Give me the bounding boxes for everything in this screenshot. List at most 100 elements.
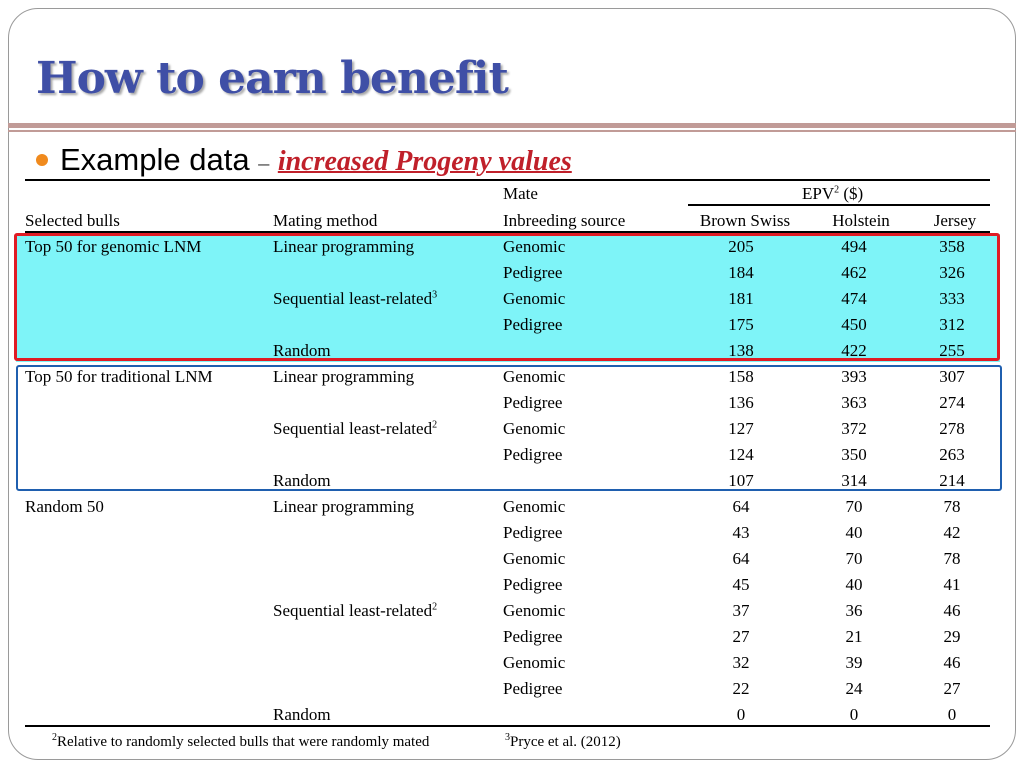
cell-brown-swiss: 64 xyxy=(732,497,750,516)
cell-mating-method: Random xyxy=(273,341,331,361)
cell-mating-method-text: Linear programming xyxy=(273,497,415,516)
cell-jersey: 46 xyxy=(943,601,961,620)
cell-selected-bulls: Top 50 for genomic LNM xyxy=(25,237,202,256)
cell-brown-swiss: 175 xyxy=(728,315,754,334)
cell-jersey: 78 xyxy=(943,497,961,516)
cell-mating-method: Linear programming xyxy=(273,237,414,257)
footnote-citation: 3Pryce et al. (2012) xyxy=(505,733,621,751)
cell-brown-swiss: 127 xyxy=(728,419,754,438)
cell-jersey: 27 xyxy=(943,679,961,698)
table-row: Pedigree 45 40 41 xyxy=(0,575,1024,601)
cell-mating-method-text: Linear programming xyxy=(273,367,415,386)
cell-jersey: 307 xyxy=(939,367,965,386)
cell-mating-method-text: Sequential least-related xyxy=(273,601,433,620)
footnote-relative: 2Relative to randomly selected bulls tha… xyxy=(52,733,429,751)
cell-selected-bulls: Top 50 for traditional LNM xyxy=(25,367,213,386)
cell-brown-swiss: 43 xyxy=(732,523,750,542)
cell-jersey: 312 xyxy=(939,315,965,334)
cell-jersey: 274 xyxy=(939,393,965,412)
cell-mating-method-text: Linear programming xyxy=(273,237,415,256)
cell-inbreeding-source: Pedigree xyxy=(503,575,563,594)
header-mate: Mate xyxy=(503,184,538,203)
footnote-citation-sup: 3 xyxy=(505,732,510,743)
footnote-citation-text: Pryce et al. (2012) xyxy=(510,734,621,750)
cell-brown-swiss: 184 xyxy=(728,263,754,282)
header-holstein: Holstein xyxy=(832,211,890,230)
cell-jersey: 326 xyxy=(939,263,965,282)
header-epv: EPV2 ($) xyxy=(802,184,863,204)
cell-holstein: 350 xyxy=(841,445,867,464)
header-epv-label: EPV xyxy=(802,184,835,203)
cell-mating-method: Linear programming xyxy=(273,367,414,387)
cell-jersey: 214 xyxy=(939,471,965,490)
cell-inbreeding-source: Genomic xyxy=(503,653,566,672)
cell-holstein: 24 xyxy=(845,679,863,698)
cell-brown-swiss: 45 xyxy=(732,575,750,594)
cell-inbreeding-source: Pedigree xyxy=(503,393,563,412)
highlight-band xyxy=(16,234,1000,362)
cell-brown-swiss: 107 xyxy=(728,471,754,490)
header-mating-method: Mating method xyxy=(273,211,378,230)
cell-holstein: 39 xyxy=(845,653,863,672)
cell-mating-method: Sequential least-related3 xyxy=(273,289,437,309)
cell-mating-method-text: Random xyxy=(273,471,331,490)
title-divider-thin xyxy=(8,130,1016,132)
subtitle-text: Example data xyxy=(60,142,250,177)
table-row: Sequential least-related2 Genomic 37 36 46 xyxy=(0,601,1024,627)
cell-holstein: 422 xyxy=(841,341,867,360)
cell-mating-method: Random xyxy=(273,471,331,491)
cell-jersey: 42 xyxy=(943,523,961,542)
cell-brown-swiss: 64 xyxy=(732,549,750,568)
cell-brown-swiss: 0 xyxy=(736,705,746,724)
genomic-group-box xyxy=(14,233,1000,361)
cell-holstein: 21 xyxy=(845,627,863,646)
cell-holstein: 372 xyxy=(841,419,867,438)
cell-holstein: 450 xyxy=(841,315,867,334)
cell-holstein: 40 xyxy=(845,523,863,542)
cell-inbreeding-source: Genomic xyxy=(503,601,566,620)
cell-brown-swiss: 124 xyxy=(728,445,754,464)
cell-holstein: 474 xyxy=(841,289,867,308)
cell-jersey: 41 xyxy=(943,575,961,594)
cell-holstein: 70 xyxy=(845,549,863,568)
slide-title: How to earn benefit xyxy=(36,53,509,104)
subtitle-dash: – xyxy=(258,150,270,175)
table-row: Sequential least-related3 Genomic 181 474 33… xyxy=(0,289,1024,315)
table-row: Pedigree 184 462 326 xyxy=(0,263,1024,289)
table-row: Top 50 for traditional LNM Linear program… xyxy=(0,367,1024,393)
cell-mating-method-sup: 2 xyxy=(432,419,438,431)
cell-jersey: 0 xyxy=(947,705,957,724)
slide-frame xyxy=(8,8,1016,760)
table-row: Pedigree 136 363 274 xyxy=(0,393,1024,419)
footnote-relative-text: Relative to randomly selected bulls that… xyxy=(57,734,430,750)
cell-brown-swiss: 181 xyxy=(728,289,754,308)
cell-mating-method-sup: 3 xyxy=(432,289,438,301)
cell-holstein: 0 xyxy=(849,705,859,724)
cell-inbreeding-source: Genomic xyxy=(503,549,566,568)
table-row: Pedigree 27 21 29 xyxy=(0,627,1024,653)
header-selected-bulls: Selected bulls xyxy=(25,211,120,230)
cell-holstein: 393 xyxy=(841,367,867,386)
header-jersey: Jersey xyxy=(933,211,977,230)
footnote-relative-sup: 2 xyxy=(52,732,57,743)
cell-mating-method-text: Sequential least-related xyxy=(273,289,433,308)
cell-selected-bulls: Random 50 xyxy=(25,497,104,516)
cell-inbreeding-source: Genomic xyxy=(503,237,566,256)
cell-inbreeding-source: Pedigree xyxy=(503,627,563,646)
cell-inbreeding-source: Pedigree xyxy=(503,445,563,464)
cell-mating-method: Sequential least-related2 xyxy=(273,601,437,621)
cell-jersey: 78 xyxy=(943,549,961,568)
cell-mating-method: Random xyxy=(273,705,331,725)
cell-brown-swiss: 138 xyxy=(728,341,754,360)
cell-brown-swiss: 136 xyxy=(728,393,754,412)
cell-jersey: 255 xyxy=(939,341,965,360)
cell-inbreeding-source: Genomic xyxy=(503,419,566,438)
cell-inbreeding-source: Pedigree xyxy=(503,263,563,282)
cell-holstein: 36 xyxy=(845,601,863,620)
cell-jersey: 263 xyxy=(939,445,965,464)
table-row: Genomic 32 39 46 xyxy=(0,653,1024,679)
cell-jersey: 278 xyxy=(939,419,965,438)
traditional-group-box xyxy=(16,365,1002,491)
cell-brown-swiss: 205 xyxy=(728,237,754,256)
cell-brown-swiss: 27 xyxy=(732,627,750,646)
